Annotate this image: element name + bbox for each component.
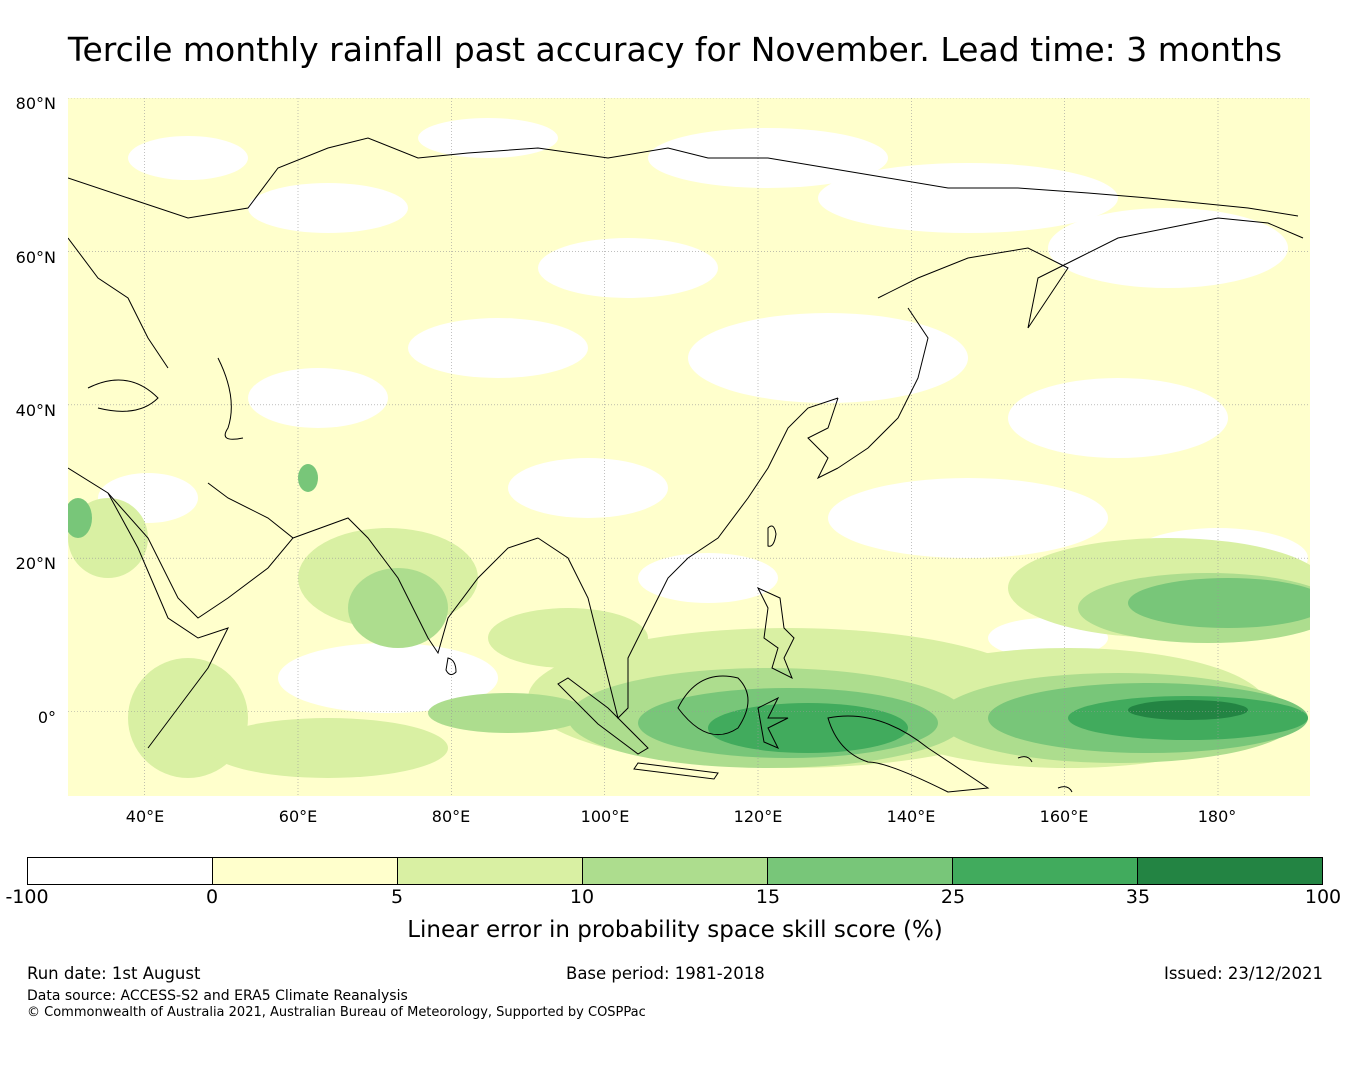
colorbar-tick: 15 bbox=[755, 886, 781, 908]
colorbar-segment-2 bbox=[213, 858, 398, 884]
chart-title: Tercile monthly rainfall past accuracy f… bbox=[67, 30, 1283, 69]
skill-field-white-patches bbox=[98, 118, 1308, 713]
colorbar bbox=[27, 857, 1323, 885]
lon-label-80e: 80°E bbox=[431, 807, 471, 826]
colorbar-label: Linear error in probability space skill … bbox=[407, 917, 943, 943]
lon-label-140e: 140°E bbox=[886, 807, 936, 826]
run-date: Run date: 1st August bbox=[27, 964, 201, 983]
colorbar-tick: 100 bbox=[1304, 886, 1342, 908]
coastlines bbox=[68, 137, 1304, 793]
colorbar-segment-4 bbox=[583, 858, 768, 884]
lat-label-0: 0° bbox=[37, 708, 56, 727]
colorbar-segment-1 bbox=[28, 858, 213, 884]
colorbar-segment-6 bbox=[953, 858, 1138, 884]
map-panel bbox=[68, 98, 1310, 796]
skill-field-darkest-green bbox=[1128, 700, 1248, 720]
colorbar-tick: 5 bbox=[390, 886, 404, 908]
copyright: © Commonwealth of Australia 2021, Austra… bbox=[27, 1005, 646, 1020]
colorbar-tick: 25 bbox=[940, 886, 966, 908]
lon-label-60e: 60°E bbox=[278, 807, 318, 826]
lon-label-160e: 160°E bbox=[1039, 807, 1089, 826]
colorbar-segment-5 bbox=[768, 858, 953, 884]
lon-label-40e: 40°E bbox=[125, 807, 165, 826]
lat-label-60n: 60°N bbox=[15, 248, 56, 267]
lat-label-80n: 80°N bbox=[15, 94, 56, 113]
colorbar-tick: 0 bbox=[205, 886, 219, 908]
base-period: Base period: 1981-2018 bbox=[566, 964, 765, 983]
issued-date: Issued: 23/12/2021 bbox=[1163, 964, 1323, 983]
lon-label-180: 180° bbox=[1197, 807, 1237, 826]
colorbar-segment-3 bbox=[398, 858, 583, 884]
colorbar-tick: -100 bbox=[5, 886, 49, 908]
colorbar-tick: 10 bbox=[569, 886, 595, 908]
skill-map bbox=[68, 98, 1310, 796]
map-gridlines bbox=[68, 98, 1310, 796]
lat-label-20n: 20°N bbox=[15, 554, 56, 573]
lon-label-120e: 120°E bbox=[733, 807, 783, 826]
colorbar-segment-7 bbox=[1138, 858, 1322, 884]
colorbar-tick: 35 bbox=[1125, 886, 1151, 908]
lat-label-40n: 40°N bbox=[15, 401, 56, 420]
data-source: Data source: ACCESS-S2 and ERA5 Climate … bbox=[27, 988, 408, 1004]
lon-label-100e: 100°E bbox=[580, 807, 630, 826]
